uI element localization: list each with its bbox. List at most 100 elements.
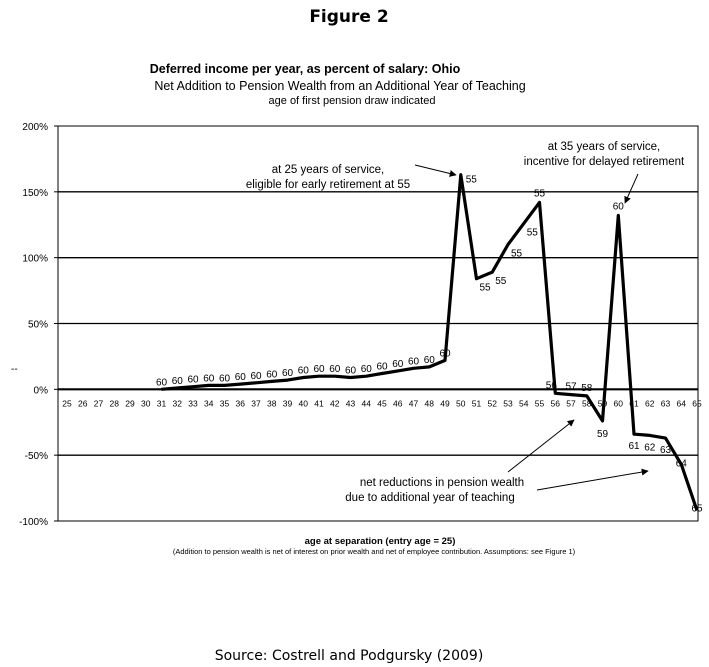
point-label: 55	[534, 188, 546, 199]
y-tick-label: 200%	[22, 122, 48, 133]
point-label: 60	[313, 364, 325, 375]
point-label: 60	[250, 371, 262, 382]
x-tick-label: 56	[551, 398, 561, 408]
annotation-text: due to additional year of teaching	[345, 492, 514, 504]
point-label: 60	[613, 202, 625, 213]
point-label: 55	[466, 175, 478, 186]
point-label: 60	[392, 359, 404, 370]
point-label: 55	[480, 283, 492, 294]
x-tick-label: 35	[220, 398, 230, 408]
point-label: 60	[408, 356, 420, 367]
annotation-text: incentive for delayed retirement	[524, 156, 685, 168]
x-tick-label: 34	[204, 398, 214, 408]
chart-note: (Addition to pension wealth is net of in…	[173, 547, 576, 556]
point-label: 55	[511, 249, 523, 260]
point-label: 63	[660, 445, 672, 456]
point-labels: 60 60 60 60 60 60 60 60 60 60 60 60 60 60 60 60 60 606055…	[156, 175, 703, 515]
plot-border	[57, 125, 699, 522]
annotation-arrow	[507, 419, 575, 473]
x-tick-label: 40	[299, 398, 309, 408]
x-tick-label: 29	[125, 398, 135, 408]
annotation-arrow	[536, 468, 649, 491]
x-tick-label: 64	[677, 398, 687, 408]
point-label: 60	[156, 377, 168, 388]
x-axis-label: age at separation (entry age = 25)	[305, 536, 456, 547]
point-label: 62	[644, 442, 656, 453]
x-tick-label: 50	[456, 398, 466, 408]
x-axis: 25 26 27 28 29 30 31 32 33 34 35 36 37 38 39 40 41 42 43 44…	[62, 398, 702, 408]
source-note: Source: Costrell and Podgursky (2009)	[215, 648, 484, 664]
x-tick-label: 49	[440, 398, 450, 408]
annotation-text: at 25 years of service,	[272, 164, 385, 176]
point-label: 60	[187, 375, 199, 386]
y-axis: 200% 150% 100% 50% 0% -50% -100%	[19, 122, 58, 528]
annotation-text: at 35 years of service,	[548, 141, 661, 153]
x-tick-label: 47	[409, 398, 419, 408]
y-tick-label: 150%	[22, 188, 48, 199]
annotation-text: eligible for early retirement at 55	[246, 179, 410, 191]
x-tick-label: 63	[661, 398, 671, 408]
x-tick-label: 46	[393, 398, 403, 408]
point-label: 60	[424, 355, 436, 366]
point-label: 60	[376, 362, 388, 373]
annotation-arrow	[624, 173, 639, 204]
y-tick-label: -100%	[19, 517, 48, 528]
x-tick-label: 61	[629, 398, 639, 408]
point-label: 61	[628, 441, 640, 452]
point-label: 60	[345, 365, 357, 376]
point-label: 60	[203, 373, 215, 384]
point-label: 65	[691, 503, 703, 514]
point-label: 60	[361, 364, 373, 375]
point-label: 58	[581, 383, 593, 394]
series-line	[161, 173, 699, 512]
x-tick-label: 52	[488, 398, 498, 408]
point-label: 55	[495, 276, 507, 287]
annotation-early-retirement: at 25 years of service, eligible for ear…	[246, 164, 457, 191]
x-tick-label: 45	[377, 398, 387, 408]
annotation-delayed-retirement: at 35 years of service, incentive for de…	[524, 141, 685, 204]
annotation-arrow	[414, 164, 457, 177]
x-tick-label: 65	[692, 398, 702, 408]
x-tick-label: 43	[346, 398, 356, 408]
annotation-text: net reductions in pension wealth	[360, 477, 524, 489]
y-tick-label: 0%	[34, 385, 49, 396]
chart-title: Deferred income per year, as percent of …	[150, 62, 461, 76]
x-tick-label: 58	[582, 398, 592, 408]
x-tick-label: 41	[314, 398, 324, 408]
y-stray-mark: --	[11, 364, 18, 375]
x-tick-label: 38	[267, 398, 277, 408]
x-tick-label: 57	[566, 398, 576, 408]
point-label: 56	[546, 380, 558, 391]
x-tick-label: 37	[251, 398, 261, 408]
x-tick-label: 51	[472, 398, 482, 408]
y-tick-label: -50%	[25, 451, 48, 462]
x-tick-label: 55	[535, 398, 545, 408]
point-label: 60	[219, 373, 231, 384]
point-label: 60	[266, 369, 278, 380]
y-tick-label: 50%	[28, 320, 48, 331]
annotation-net-reductions: net reductions in pension wealth due to …	[345, 419, 649, 504]
x-tick-label: 39	[283, 398, 293, 408]
point-label: 57	[565, 382, 577, 393]
x-tick-label: 48	[425, 398, 435, 408]
x-tick-label: 33	[188, 398, 198, 408]
x-tick-label: 31	[157, 398, 167, 408]
x-tick-label: 62	[645, 398, 655, 408]
x-tick-label: 27	[94, 398, 104, 408]
x-tick-label: 53	[503, 398, 513, 408]
point-label: 55	[527, 227, 539, 238]
y-tick-label: 100%	[22, 254, 48, 265]
x-tick-label: 26	[78, 398, 88, 408]
x-tick-label: 60	[614, 398, 624, 408]
x-tick-label: 42	[330, 398, 340, 408]
point-label: 59	[597, 429, 609, 440]
x-tick-label: 30	[141, 398, 151, 408]
point-label: 60	[235, 372, 247, 383]
x-tick-label: 44	[362, 398, 372, 408]
point-label: 60	[439, 348, 451, 359]
point-label: 60	[329, 364, 341, 375]
x-tick-label: 28	[110, 398, 120, 408]
x-tick-label: 36	[236, 398, 246, 408]
point-label: 60	[282, 368, 294, 379]
